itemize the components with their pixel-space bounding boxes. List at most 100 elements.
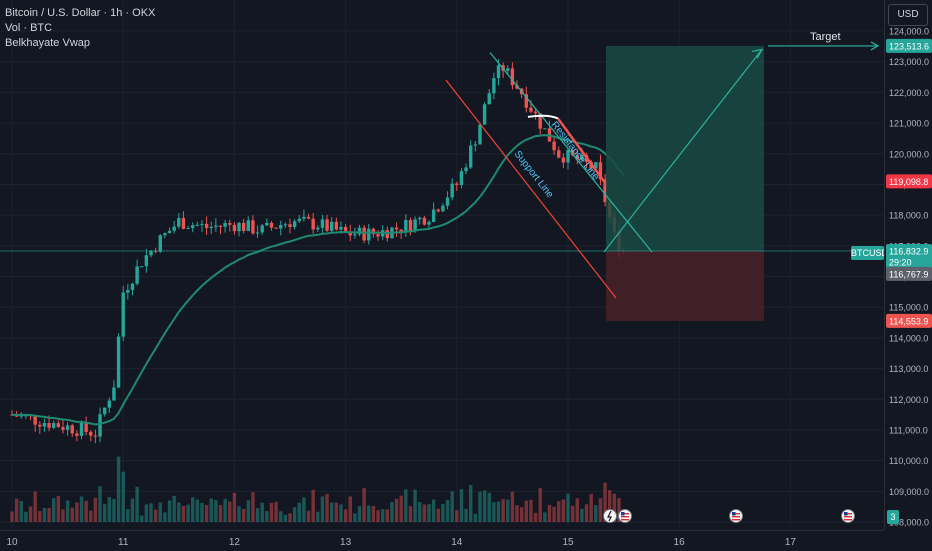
candle	[371, 228, 376, 235]
time-axis[interactable]: 10 11 12 13 14 15 16 17	[0, 530, 884, 551]
volume-bar	[153, 509, 158, 522]
volume-bar	[557, 501, 561, 522]
time-tick-label: 10	[6, 537, 18, 548]
candle	[251, 220, 255, 234]
candle	[209, 226, 213, 229]
candle	[265, 222, 269, 226]
volume-bar	[112, 498, 116, 522]
volume-bar	[399, 495, 403, 522]
candle	[241, 222, 246, 231]
candle	[89, 431, 93, 436]
volume-bar	[524, 500, 528, 522]
volume-bar	[121, 471, 125, 522]
support-line	[445, 79, 617, 299]
chart-area[interactable]: Target Resistance Line Support Line Bitcoi…	[0, 0, 884, 530]
stop-price-label-bg	[886, 313, 932, 328]
volume-bar	[529, 499, 533, 522]
time-tick-label: 11	[118, 537, 129, 548]
volume-bar	[251, 492, 255, 522]
volume-bar	[394, 498, 399, 522]
volume-bar	[482, 490, 487, 522]
candle	[98, 414, 102, 437]
candle	[524, 94, 528, 108]
volume-bar	[265, 511, 269, 522]
candle	[93, 435, 98, 437]
candle	[343, 226, 348, 232]
candle	[116, 336, 121, 388]
volume-bar	[38, 511, 42, 522]
volume-bar	[510, 491, 515, 522]
volume-bar	[422, 504, 427, 522]
price-tick-label: 110,000.0	[889, 456, 928, 466]
arrow-head-icon	[870, 41, 880, 51]
candle	[506, 68, 510, 71]
time-axis-svg: 10 11 12 13 14 15 16 17	[6, 537, 796, 548]
volume-bar	[214, 500, 218, 522]
candle	[598, 162, 603, 180]
time-tick-label: 15	[562, 537, 574, 548]
time-tick-label: 16	[674, 537, 686, 548]
volume-bar	[478, 491, 482, 522]
time-tick-label: 14	[451, 537, 463, 548]
corner-badge[interactable]: 3	[887, 510, 899, 524]
volume-bar	[177, 502, 181, 522]
price-tick-label: 124,000.0	[889, 27, 929, 37]
volume-bar	[362, 487, 366, 522]
volume-bar	[445, 500, 450, 522]
volume-bar	[413, 489, 417, 522]
price-tick-label: 112,000.0	[889, 395, 928, 405]
volume-bar	[552, 506, 556, 522]
volume-bar	[348, 496, 352, 522]
volume-bar	[24, 511, 28, 522]
legend-volume: Vol · BTC	[5, 22, 53, 34]
flag-canton	[732, 512, 736, 516]
volume-bar	[376, 510, 380, 522]
volume-bar	[431, 499, 436, 522]
currency-selector[interactable]: USD	[888, 4, 928, 26]
volume-bar	[492, 502, 496, 522]
volume-bar	[297, 502, 301, 522]
volume-bar	[608, 490, 612, 522]
candle	[570, 149, 575, 156]
price-tick-label: 108,000.0	[889, 518, 929, 528]
candle	[367, 228, 371, 241]
candle	[492, 78, 496, 94]
flag-stripe	[621, 516, 629, 518]
volume-bar	[306, 510, 311, 522]
target-price-label-bg	[886, 38, 932, 53]
volume-bar	[547, 504, 552, 522]
flag-stripe	[732, 519, 740, 521]
volume-bar	[533, 512, 538, 522]
volume-bar	[135, 486, 139, 522]
volume-bar	[279, 511, 283, 522]
volume-bar	[589, 493, 593, 522]
volume-bar	[612, 493, 617, 522]
volume-bar	[195, 499, 200, 522]
candle	[237, 222, 241, 232]
last-price-label-bg	[886, 243, 932, 258]
volume-bar	[255, 508, 260, 522]
candle	[47, 422, 51, 428]
volume-bar	[79, 496, 84, 522]
volume-bar	[186, 504, 190, 522]
volume-bar	[427, 504, 431, 522]
volume-bar	[84, 500, 88, 522]
flag-stripe	[621, 513, 629, 515]
candle	[566, 149, 570, 163]
candle	[418, 217, 422, 220]
volume-bar	[158, 502, 162, 522]
volume-bar	[167, 500, 172, 522]
price-axis[interactable]: 108,000.0 109,000.0 110,000.0 111,000.0 112,…	[884, 0, 932, 530]
lightning-icon-circle	[603, 509, 617, 523]
price-tick-label: 111,000.0	[889, 425, 928, 435]
candle	[140, 266, 144, 268]
candle	[515, 85, 519, 89]
candle	[288, 224, 292, 227]
flag-stripe	[844, 516, 852, 518]
volume-bar	[594, 505, 598, 522]
volume-bar	[144, 504, 149, 522]
price-tick-label: 109,000.0	[889, 487, 929, 497]
volume-bar	[330, 502, 334, 522]
volume-bar	[42, 508, 47, 522]
